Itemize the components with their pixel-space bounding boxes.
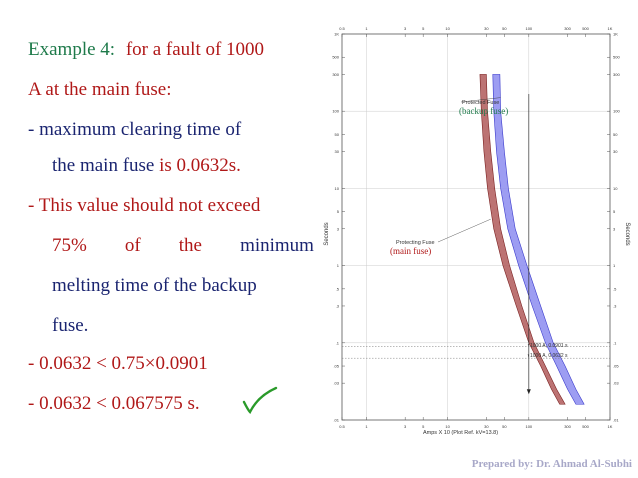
y-tick-label-left: 10 bbox=[335, 186, 340, 191]
x-tick-label-bottom: 1K bbox=[608, 424, 613, 429]
x-tick-label-bottom: 0.5 bbox=[339, 424, 345, 429]
protecting-fuse-label: Protecting Fuse bbox=[396, 240, 435, 246]
bullet1-value: is 0.0632s. bbox=[159, 155, 241, 176]
x-tick-label-top: 1 bbox=[365, 26, 368, 31]
x-tick-label-top: 300 bbox=[564, 26, 571, 31]
point-leader-line bbox=[527, 343, 530, 347]
title-line1: Example 4: for a fault of 1000 bbox=[28, 40, 264, 60]
bullet2-word4: minimum bbox=[240, 235, 314, 256]
y-tick-label-left: .01 bbox=[333, 418, 339, 423]
fuse-curves bbox=[479, 74, 585, 405]
x-tick-label-bottom: 30 bbox=[484, 424, 489, 429]
x-tick-label-bottom: 1 bbox=[365, 424, 368, 429]
x-tick-label-bottom: 5 bbox=[422, 424, 425, 429]
y-tick-label-left: 500 bbox=[332, 55, 339, 60]
fault-arrow-icon bbox=[526, 389, 531, 395]
x-tick-label-top: 10 bbox=[445, 26, 450, 31]
y-tick-label-left: 300 bbox=[332, 72, 339, 77]
x-tick-label-top: 500 bbox=[582, 26, 589, 31]
y-tick-label-left: .03 bbox=[333, 381, 339, 386]
checkmark-icon bbox=[242, 386, 278, 415]
bullet2-word1: 75% bbox=[52, 235, 87, 256]
bullet2-word2: of bbox=[124, 235, 141, 256]
bullet2-line3: melting time of the backup bbox=[52, 275, 257, 296]
x-tick-label-top: 0.5 bbox=[339, 26, 345, 31]
x-tick-label-top: 50 bbox=[502, 26, 507, 31]
y-tick-label-right: 1K bbox=[613, 32, 618, 37]
y-tick-label-right: .3 bbox=[613, 303, 617, 308]
x-tick-label-top: 3 bbox=[404, 26, 407, 31]
x-tick-label-bottom: 3 bbox=[404, 424, 407, 429]
chart-grid bbox=[342, 34, 610, 420]
y-tick-label-right: 300 bbox=[613, 72, 620, 77]
x-tick-label-top: 1K bbox=[608, 26, 613, 31]
bullet2-line2: 75% of the minimum bbox=[52, 236, 314, 256]
y-tick-label-right: .5 bbox=[613, 286, 617, 291]
protected-fuse-leader bbox=[460, 97, 501, 103]
x-tick-label-bottom: 500 bbox=[582, 424, 589, 429]
protecting-fuse-band bbox=[479, 74, 566, 405]
y-tick-label-left: 5 bbox=[337, 209, 340, 214]
bullet1-line2: the main fuse is 0.0632s. bbox=[52, 156, 241, 176]
bullet1-prefix: the main fuse bbox=[52, 155, 155, 176]
y-tick-label-right: 10 bbox=[613, 186, 618, 191]
y-axis-label-right: Seconds bbox=[624, 222, 630, 245]
y-tick-label-right: .03 bbox=[613, 381, 619, 386]
y-tick-label-right: .01 bbox=[613, 418, 619, 423]
title-rest: for a fault of 1000 bbox=[125, 39, 265, 60]
y-tick-label-right: 3 bbox=[613, 226, 616, 231]
axis-ticks: 0.5 0.5 1 1 3 3 5 5 10 10 30 30 50 50 100 100 300 300 500 5… bbox=[332, 26, 620, 429]
y-tick-label-right: 100 bbox=[613, 109, 620, 114]
backup-fuse-label: (backup fuse) bbox=[459, 106, 508, 116]
y-tick-label-left: .1 bbox=[336, 340, 340, 345]
title-line2: A at the main fuse: bbox=[28, 79, 172, 100]
bullet2-line4: fuse. bbox=[52, 315, 89, 336]
bullet2-line1: - This value should not exceed bbox=[28, 195, 261, 216]
x-tick-label-bottom: 300 bbox=[564, 424, 571, 429]
fuse-coordination-chart: 0.5 0.5 1 1 3 3 5 5 10 10 30 30 50 50 100 100 300 300 500 5… bbox=[324, 26, 630, 436]
y-axis-label-left: Seconds bbox=[324, 222, 330, 245]
point-label-backup: 1000 A, 0.0901 s bbox=[530, 343, 568, 349]
plot-frame bbox=[341, 33, 611, 421]
y-tick-label-right: 5 bbox=[613, 209, 616, 214]
x-tick-label-bottom: 100 bbox=[525, 424, 532, 429]
x-tick-label-bottom: 10 bbox=[445, 424, 450, 429]
y-tick-label-left: 1K bbox=[334, 32, 339, 37]
point-label-main: 1000 A, 0.0632 s bbox=[530, 353, 568, 359]
main-fuse-label: (main fuse) bbox=[390, 246, 431, 256]
y-tick-label-right: 1 bbox=[613, 263, 616, 268]
y-tick-label-right: 30 bbox=[613, 149, 618, 154]
title-prefix: Example 4: bbox=[28, 39, 116, 60]
x-axis-label: Amps X 10 (Plot Ref. kV=13.8) bbox=[423, 430, 498, 436]
y-tick-label-right: .1 bbox=[613, 340, 617, 345]
operating-points bbox=[342, 94, 610, 395]
protected-fuse-band bbox=[492, 74, 585, 405]
protecting-fuse-leader bbox=[437, 218, 491, 243]
footer-credit: Prepared by: Dr. Ahmad Al-Subhi bbox=[471, 458, 632, 470]
y-tick-label-left: 3 bbox=[337, 226, 340, 231]
y-tick-label-left: .3 bbox=[336, 303, 340, 308]
x-tick-label-top: 100 bbox=[525, 26, 532, 31]
protected-fuse-label: Protected Fuse bbox=[462, 100, 499, 106]
point-leader-line bbox=[527, 353, 530, 359]
bullet1-line1: - maximum clearing time of bbox=[28, 119, 242, 140]
y-tick-label-right: .05 bbox=[613, 364, 619, 369]
y-tick-label-left: .5 bbox=[336, 286, 340, 291]
y-tick-label-left: 100 bbox=[332, 109, 339, 114]
x-tick-label-bottom: 50 bbox=[502, 424, 507, 429]
bullet2-word3: the bbox=[178, 235, 202, 256]
y-tick-label-left: 50 bbox=[335, 132, 340, 137]
y-tick-label-left: 30 bbox=[335, 149, 340, 154]
x-tick-label-top: 30 bbox=[484, 26, 489, 31]
y-tick-label-left: .05 bbox=[333, 364, 339, 369]
y-tick-label-left: 1 bbox=[337, 263, 340, 268]
y-tick-label-right: 50 bbox=[613, 132, 618, 137]
y-tick-label-right: 500 bbox=[613, 55, 620, 60]
x-tick-label-top: 5 bbox=[422, 26, 425, 31]
equation-1: - 0.0632 < 0.75×0.0901 bbox=[28, 353, 208, 374]
equation-2: - 0.0632 < 0.067575 s. bbox=[28, 393, 200, 414]
